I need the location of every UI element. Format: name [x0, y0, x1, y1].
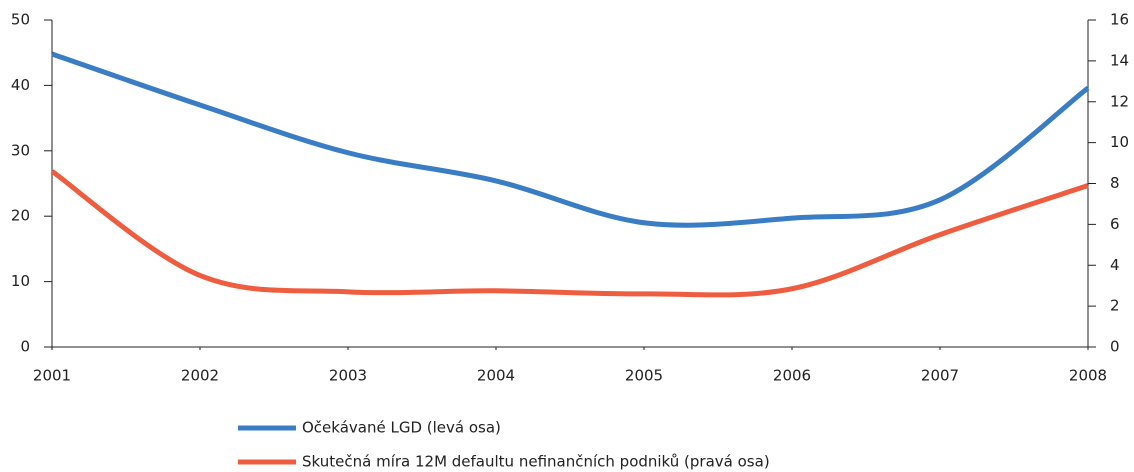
y2-tick-label: 10	[1110, 133, 1129, 151]
y2-tick-label: 4	[1110, 256, 1120, 274]
y-tick-label: 20	[11, 207, 30, 225]
y2-tick-label: 12	[1110, 92, 1129, 110]
y-tick-label: 10	[11, 272, 30, 290]
x-tick-label: 2008	[1069, 367, 1107, 385]
y2-tick-label: 0	[1110, 338, 1120, 356]
line-series	[51, 51, 1090, 228]
y2-tick-label: 6	[1110, 215, 1120, 233]
y2-tick-label: 8	[1110, 174, 1120, 192]
y2-tick-label: 16	[1110, 11, 1129, 29]
legend-label: Očekávané LGD (levá osa)	[302, 419, 501, 437]
x-tick-label: 2007	[921, 367, 959, 385]
x-tick-label: 2002	[181, 367, 219, 385]
x-tick-label: 2004	[477, 367, 515, 385]
x-tick-label: 2001	[33, 367, 71, 385]
y2-tick-label: 2	[1110, 297, 1120, 315]
y-tick-label: 30	[11, 141, 30, 159]
y2-tick-label: 14	[1110, 51, 1129, 69]
x-tick-label: 2006	[773, 367, 811, 385]
legend-label: Skutečná míra 12M defaultu nefinančních …	[302, 453, 770, 471]
x-tick-label: 2005	[625, 367, 663, 385]
x-tick-label: 2003	[329, 367, 367, 385]
y-tick-label: 0	[20, 338, 30, 356]
y-tick-label: 40	[11, 76, 30, 94]
y-tick-label: 50	[11, 11, 30, 29]
line-series	[50, 169, 1089, 298]
